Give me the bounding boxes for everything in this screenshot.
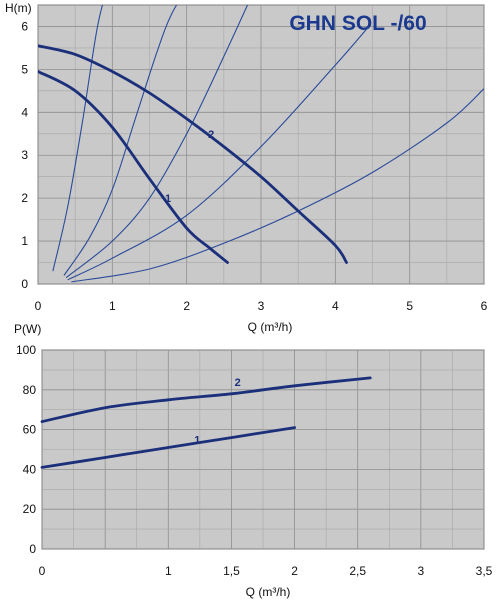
x-tick-label-power: 2 xyxy=(291,564,298,578)
x-tick-label-power: 1 xyxy=(165,564,172,578)
system-curve xyxy=(67,26,370,281)
x-tick-label-head: 3 xyxy=(258,299,265,313)
x-tick-label-power: 3,5 xyxy=(476,564,493,578)
x-tick-label-power: 0 xyxy=(39,564,46,578)
chart-title: GHN SOL -/60 xyxy=(289,12,426,35)
y-tick-label-power: 80 xyxy=(23,383,37,397)
y-tick-label-head: 1 xyxy=(21,234,28,248)
x-tick-label-power: 2,5 xyxy=(349,564,366,578)
system-curve xyxy=(65,5,249,279)
x-tick-label-power: 3 xyxy=(418,564,425,578)
series-label-2-power: 2 xyxy=(235,377,241,389)
power-curve-2 xyxy=(40,376,372,423)
y-tick-label-power: 100 xyxy=(16,343,36,357)
y-axis-label-power: P(W) xyxy=(14,322,41,336)
y-tick-label-power: 20 xyxy=(23,502,37,516)
series-label-2-head: 2 xyxy=(208,129,214,141)
x-tick-label-head: 2 xyxy=(183,299,190,313)
series-label-1-head: 1 xyxy=(165,193,171,205)
y-tick-label-head: 0 xyxy=(21,277,28,291)
y-tick-label-head: 5 xyxy=(21,62,28,76)
y-tick-label-power: 60 xyxy=(23,423,37,437)
x-axis-label-head: Q (m³/h) xyxy=(248,320,293,334)
y-tick-label-power: 0 xyxy=(29,542,36,556)
x-tick-label-head: 6 xyxy=(481,299,488,313)
pump-curve-2 xyxy=(38,44,348,264)
x-tick-label-head: 1 xyxy=(109,299,116,313)
y-axis-label-head: H(m) xyxy=(5,1,32,15)
x-tick-label-head: 5 xyxy=(406,299,413,313)
x-axis-label-power: Q (m³/h) xyxy=(246,585,291,599)
system-curve xyxy=(52,5,103,272)
x-tick-label-head: 4 xyxy=(332,299,339,313)
power-curve-1 xyxy=(40,426,296,469)
x-tick-label-power: 1,5 xyxy=(223,564,240,578)
pump-curve-1 xyxy=(38,70,229,264)
y-tick-label-power: 40 xyxy=(23,462,37,476)
system-curve xyxy=(63,5,178,276)
x-tick-label-head: 0 xyxy=(35,299,42,313)
series-label-1-power: 1 xyxy=(194,435,200,447)
y-tick-label-head: 2 xyxy=(21,191,28,205)
y-tick-label-head: 4 xyxy=(21,105,28,119)
curves-group-head xyxy=(38,5,484,283)
y-tick-label-head: 6 xyxy=(21,19,28,33)
y-tick-label-head: 3 xyxy=(21,148,28,162)
